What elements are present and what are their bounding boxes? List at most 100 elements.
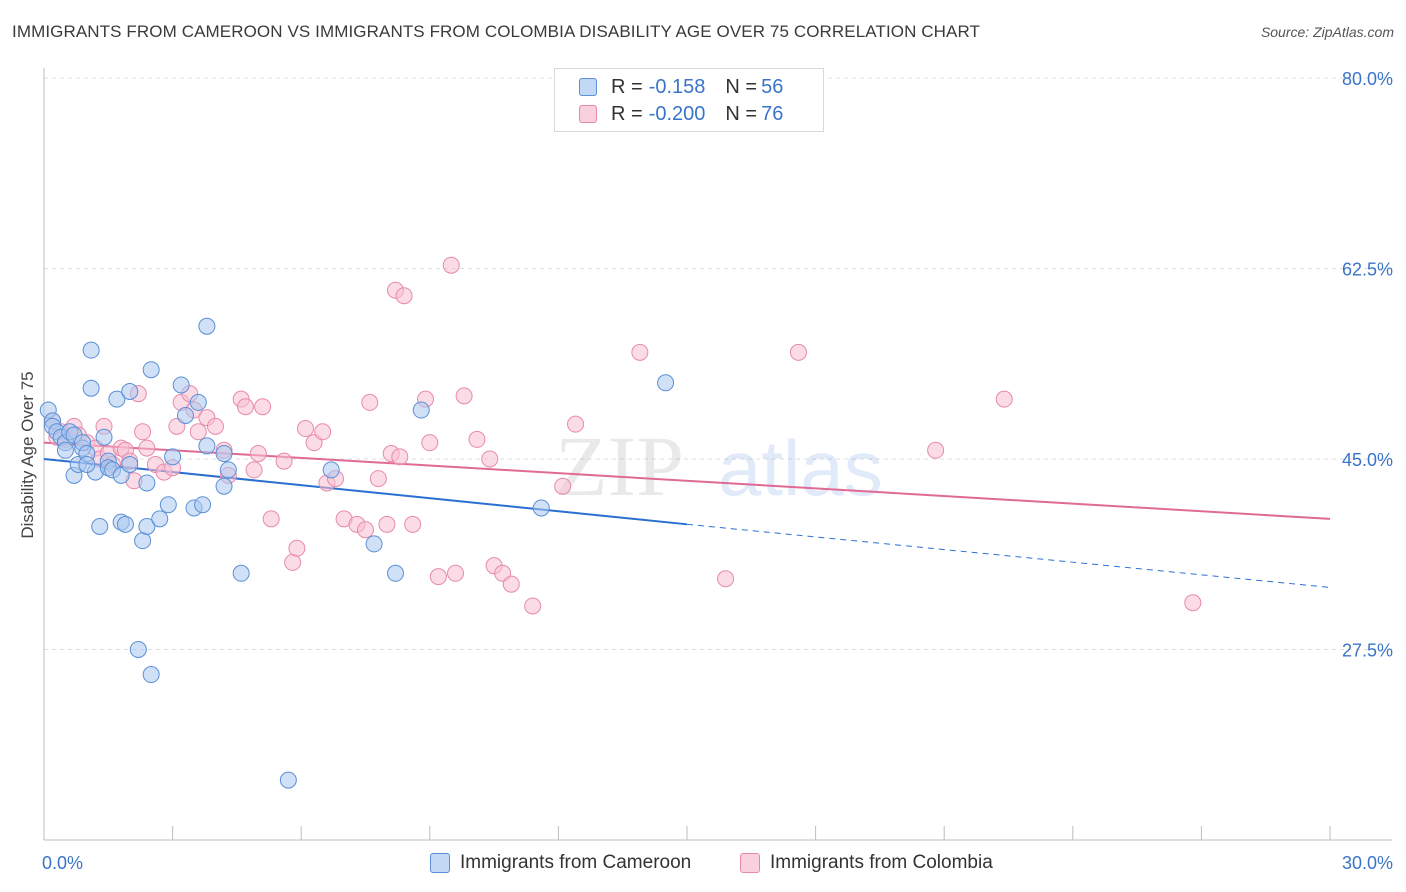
legend-item-colombia: Immigrants from Colombia xyxy=(740,852,993,874)
colombia-point xyxy=(1184,594,1202,612)
legend-row-cameroon: R = -0.158 N = 56 xyxy=(579,75,783,99)
cameroon-point xyxy=(116,515,134,533)
cameroon-point xyxy=(82,379,100,397)
cameroon-point xyxy=(176,406,194,424)
x-tick-label: 0.0% xyxy=(42,853,83,873)
n-value: 76 xyxy=(761,102,784,125)
y-tick-label: 27.5% xyxy=(1342,641,1393,661)
colombia-point xyxy=(296,420,314,438)
y-tick-label: 62.5% xyxy=(1342,260,1393,280)
cameroon-point xyxy=(412,401,430,419)
cameroon-legend-swatch xyxy=(430,853,450,873)
cameroon-point xyxy=(219,461,237,479)
watermark-atlas: atlas xyxy=(718,424,883,512)
r-value: -0.158 xyxy=(648,75,706,98)
colombia-point xyxy=(429,568,447,586)
n-label: N = xyxy=(725,102,758,125)
colombia-point xyxy=(631,343,649,361)
cameroon-point xyxy=(194,496,212,514)
cameroon-point xyxy=(164,448,182,466)
correlation-legend: R = -0.158 N = 56 R = -0.200 N = 76 xyxy=(554,68,824,132)
cameroon-point xyxy=(198,437,216,455)
cameroon-point xyxy=(279,771,297,789)
cameroon-point xyxy=(657,374,675,392)
colombia-trend-line xyxy=(43,441,1331,520)
n-value: 56 xyxy=(761,75,784,98)
cameroon-point xyxy=(138,517,156,535)
cameroon-point xyxy=(189,393,207,411)
axes xyxy=(43,68,1392,841)
colombia-swatch xyxy=(579,105,597,123)
legend-label: Immigrants from Colombia xyxy=(770,852,993,873)
cameroon-point xyxy=(159,496,177,514)
cameroon-point xyxy=(142,666,160,684)
colombia-point xyxy=(442,256,460,274)
colombia-point xyxy=(314,423,332,441)
colombia-point xyxy=(554,477,572,495)
cameroon-point xyxy=(198,317,216,335)
cameroon-point xyxy=(108,390,126,408)
cameroon-point xyxy=(172,376,190,394)
r-value: -0.200 xyxy=(648,102,706,125)
colombia-point xyxy=(717,570,735,588)
colombia-legend-swatch xyxy=(740,853,760,873)
legend-row-colombia: R = -0.200 N = 76 xyxy=(579,102,783,126)
colombia-point xyxy=(447,564,465,582)
legend-item-cameroon: Immigrants from Cameroon xyxy=(430,852,691,874)
cameroon-point xyxy=(121,455,139,473)
trend-lines xyxy=(43,441,1331,588)
colombia-point xyxy=(927,441,945,459)
watermark: ZIP atlas xyxy=(555,418,883,514)
cameroon-point xyxy=(129,641,147,658)
colombia-point xyxy=(134,423,152,441)
colombia-point xyxy=(404,515,422,533)
n-label: N = xyxy=(725,75,758,98)
colombia-point xyxy=(284,553,302,571)
cameroon-point xyxy=(215,445,233,463)
colombia-point xyxy=(262,510,280,528)
r-label: R = xyxy=(611,102,643,125)
colombia-point xyxy=(524,597,542,615)
colombia-point xyxy=(995,390,1013,408)
cameroon-point xyxy=(56,441,74,459)
cameroon-point xyxy=(82,341,100,359)
cameroon-point xyxy=(95,428,113,446)
cameroon-point xyxy=(121,383,139,401)
colombia-point xyxy=(236,398,254,416)
cameroon-point xyxy=(232,564,250,582)
colombia-point xyxy=(249,445,267,463)
colombia-point xyxy=(789,343,807,361)
y-axis-label: Disability Age Over 75 xyxy=(18,371,37,538)
cameroon-point xyxy=(387,564,405,582)
cameroon-point xyxy=(215,477,233,495)
colombia-point xyxy=(288,539,306,557)
grid-lines xyxy=(44,77,1392,650)
watermark-zip: ZIP xyxy=(555,418,684,514)
y-tick-label: 80.0% xyxy=(1342,69,1393,89)
x-tick-label: 30.0% xyxy=(1342,853,1393,873)
cameroon-point xyxy=(365,535,383,553)
chart-title: IMMIGRANTS FROM CAMEROON VS IMMIGRANTS F… xyxy=(12,22,981,41)
colombia-point xyxy=(378,515,396,533)
legend-label: Immigrants from Cameroon xyxy=(460,852,692,873)
colombia-point xyxy=(275,452,293,470)
colombia-point xyxy=(357,521,374,539)
cameroon-point xyxy=(532,499,550,517)
colombia-point xyxy=(567,415,585,433)
cameroon-point xyxy=(134,532,152,550)
cameroon-point xyxy=(138,474,156,492)
colombia-point xyxy=(254,398,272,416)
colombia-point xyxy=(189,423,207,441)
cameroon-point xyxy=(151,510,169,528)
colombia-point xyxy=(502,575,520,593)
cameroon-point xyxy=(142,361,160,379)
cameroon-point xyxy=(91,517,109,535)
colombia-point xyxy=(391,448,409,466)
cameroon-trend-extension xyxy=(686,523,1331,588)
colombia-point xyxy=(468,430,486,448)
r-label: R = xyxy=(611,75,643,98)
colombia-point xyxy=(206,417,224,435)
cameroon-point xyxy=(78,455,96,473)
y-tick-label: 45.0% xyxy=(1342,450,1393,470)
